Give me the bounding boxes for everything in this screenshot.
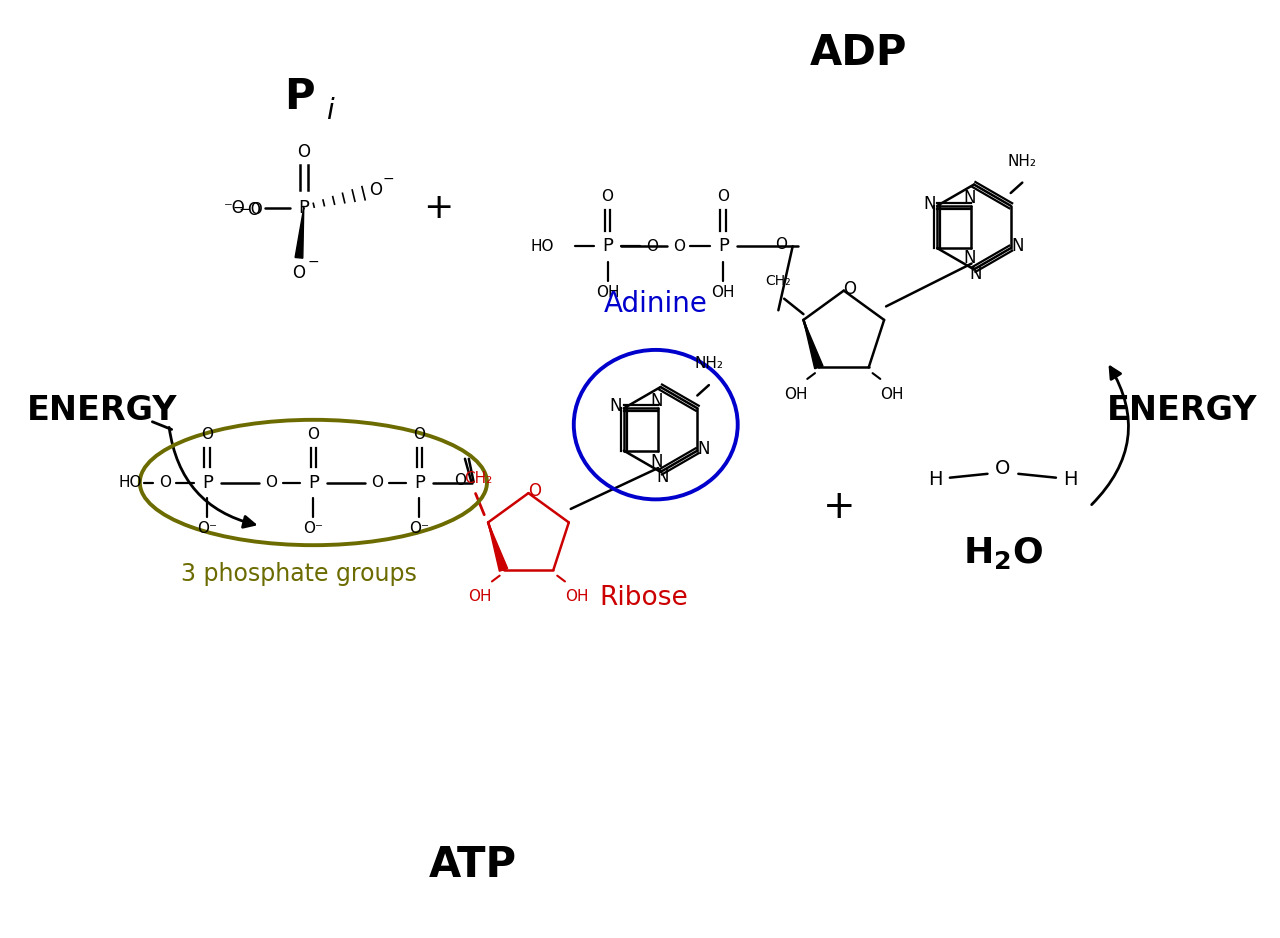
Text: Ribose: Ribose bbox=[600, 585, 689, 612]
Text: O: O bbox=[646, 239, 658, 254]
Text: N: N bbox=[923, 195, 936, 213]
Text: O: O bbox=[454, 473, 466, 488]
Text: O: O bbox=[844, 280, 856, 297]
FancyArrowPatch shape bbox=[169, 428, 255, 527]
Text: −: − bbox=[383, 172, 394, 186]
Text: P: P bbox=[413, 474, 425, 492]
Text: O: O bbox=[307, 427, 320, 442]
Text: P: P bbox=[308, 474, 319, 492]
Text: P: P bbox=[602, 237, 613, 255]
Text: CH₂: CH₂ bbox=[765, 274, 791, 288]
Text: ENERGY: ENERGY bbox=[1107, 394, 1257, 427]
Text: O: O bbox=[159, 475, 172, 490]
Text: N: N bbox=[650, 453, 663, 471]
Text: −: − bbox=[307, 255, 319, 268]
Text: N: N bbox=[698, 440, 710, 458]
Text: HO: HO bbox=[119, 475, 142, 490]
Text: OH: OH bbox=[595, 285, 620, 300]
Text: NH₂: NH₂ bbox=[1007, 154, 1037, 169]
Text: O: O bbox=[996, 459, 1011, 477]
Text: O: O bbox=[297, 143, 310, 160]
Text: O: O bbox=[247, 201, 260, 219]
Text: +: + bbox=[823, 488, 855, 525]
Text: −: − bbox=[233, 201, 244, 215]
Text: O: O bbox=[292, 265, 306, 282]
Text: ATP: ATP bbox=[429, 844, 517, 886]
Text: O: O bbox=[527, 482, 540, 500]
Text: OH: OH bbox=[881, 386, 904, 401]
Text: OH: OH bbox=[712, 285, 735, 300]
Text: H: H bbox=[1064, 470, 1078, 489]
Text: O: O bbox=[413, 427, 425, 442]
Text: O: O bbox=[673, 239, 685, 254]
Polygon shape bbox=[804, 320, 823, 369]
Text: P: P bbox=[202, 474, 212, 492]
Text: O: O bbox=[265, 475, 276, 490]
Text: HO: HO bbox=[530, 239, 553, 254]
Text: NH₂: NH₂ bbox=[694, 356, 723, 371]
Text: ⁻O: ⁻O bbox=[224, 199, 246, 217]
Text: ADP: ADP bbox=[809, 33, 908, 74]
Text: +: + bbox=[424, 190, 454, 225]
Text: 3 phosphate groups: 3 phosphate groups bbox=[180, 562, 417, 586]
Text: N: N bbox=[964, 189, 975, 207]
Text: OH: OH bbox=[564, 589, 589, 604]
Text: P: P bbox=[718, 237, 728, 255]
Text: −O: −O bbox=[238, 202, 264, 217]
Text: OH: OH bbox=[783, 386, 808, 401]
Text: N: N bbox=[609, 398, 622, 416]
Text: N: N bbox=[970, 265, 982, 283]
Text: P: P bbox=[298, 199, 310, 217]
Text: N: N bbox=[1011, 237, 1024, 255]
Text: P: P bbox=[284, 76, 315, 118]
Text: $\mathbf{H_2O}$: $\mathbf{H_2O}$ bbox=[963, 535, 1043, 571]
Text: O⁻: O⁻ bbox=[410, 522, 430, 537]
Text: ENERGY: ENERGY bbox=[27, 394, 178, 427]
Text: O: O bbox=[602, 189, 613, 204]
Text: O: O bbox=[717, 189, 730, 204]
Text: O⁻: O⁻ bbox=[303, 522, 324, 537]
Text: N: N bbox=[650, 391, 663, 410]
Polygon shape bbox=[296, 207, 303, 258]
Text: O: O bbox=[370, 181, 383, 199]
Text: N: N bbox=[964, 249, 975, 266]
Text: O⁻: O⁻ bbox=[197, 522, 218, 537]
Polygon shape bbox=[488, 522, 508, 571]
Text: N: N bbox=[657, 468, 668, 486]
Text: O: O bbox=[201, 427, 214, 442]
Text: O: O bbox=[371, 475, 383, 490]
Text: O: O bbox=[776, 236, 787, 251]
Text: H: H bbox=[928, 470, 942, 489]
Text: i: i bbox=[326, 98, 334, 126]
FancyArrowPatch shape bbox=[1092, 367, 1129, 505]
Text: Adinine: Adinine bbox=[604, 290, 708, 318]
Text: CH₂: CH₂ bbox=[465, 471, 493, 486]
Text: OH: OH bbox=[468, 589, 492, 604]
